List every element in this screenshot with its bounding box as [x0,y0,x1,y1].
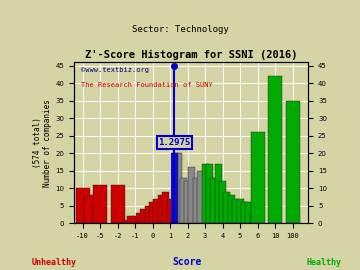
Bar [111,185,125,223]
Bar [285,101,300,223]
Bar [180,178,187,223]
Bar [210,178,217,223]
Bar [268,76,282,223]
Bar [241,202,248,223]
Title: Z'-Score Histogram for SSNI (2016): Z'-Score Histogram for SSNI (2016) [85,50,297,60]
Bar [250,212,257,223]
Bar [132,216,139,223]
Bar [224,192,230,223]
Bar [193,178,200,223]
Bar [76,188,90,223]
Bar [162,192,169,223]
Bar [184,181,191,223]
Bar [237,199,244,223]
Bar [145,205,152,223]
Bar [149,202,156,223]
Bar [123,220,130,223]
Bar [158,195,165,223]
Bar [127,216,134,223]
Bar [140,209,147,223]
Bar [206,164,213,223]
Y-axis label: (574 total)
Number of companies: (574 total) Number of companies [33,99,53,187]
Text: Score: Score [172,257,202,267]
Bar [215,164,222,223]
Text: Sector: Technology: Sector: Technology [132,25,228,34]
Text: The Research Foundation of SUNY: The Research Foundation of SUNY [81,82,213,87]
Bar [136,212,143,223]
Bar [197,171,204,223]
Bar [167,199,174,223]
Bar [189,167,195,223]
Bar [84,195,98,223]
Text: Unhealthy: Unhealthy [32,258,76,267]
Bar [232,199,239,223]
Bar [171,153,178,223]
Bar [153,199,161,223]
Bar [175,153,183,223]
Bar [93,185,107,223]
Bar [245,202,252,223]
Text: 1.2975: 1.2975 [158,138,190,147]
Bar [251,132,265,223]
Text: ©www.textbiz.org: ©www.textbiz.org [81,67,149,73]
Bar [228,195,235,223]
Bar [219,181,226,223]
Bar [202,164,208,223]
Text: Healthy: Healthy [306,258,342,267]
